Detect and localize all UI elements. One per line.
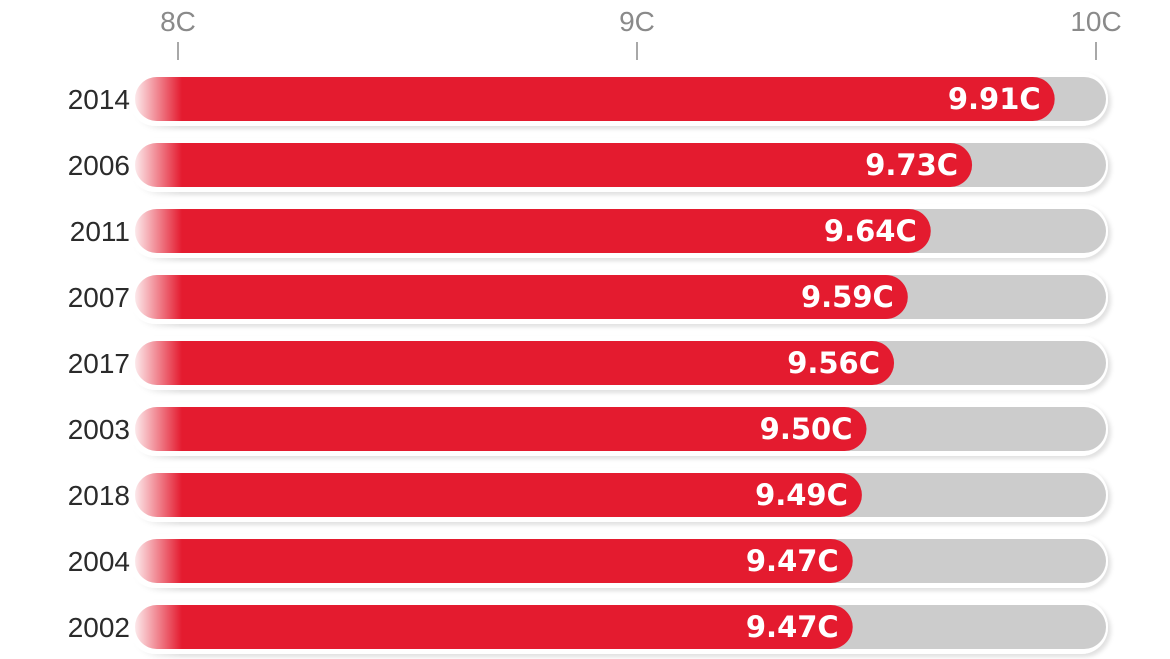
bar-2014 <box>135 77 1055 121</box>
bar-row: 9.47C 2004 <box>68 534 1108 588</box>
value-label: 9.47C <box>746 610 839 644</box>
x-axis: 8C 9C 10C <box>160 6 1122 60</box>
category-label: 2017 <box>68 348 130 379</box>
category-label: 2018 <box>68 480 130 511</box>
value-label: 9.73C <box>865 148 958 182</box>
bar-2002 <box>135 605 853 649</box>
category-label: 2003 <box>68 414 130 445</box>
value-label: 9.64C <box>824 214 917 248</box>
category-label: 2004 <box>68 546 130 577</box>
bar-row: 9.64C 2011 <box>70 204 1108 258</box>
value-label: 9.91C <box>948 82 1041 116</box>
bar-2017 <box>135 341 895 385</box>
value-label: 9.49C <box>755 478 848 512</box>
bar-2006 <box>135 143 973 187</box>
category-label: 2007 <box>68 282 130 313</box>
bar-2011 <box>135 209 931 253</box>
bar-row: 9.59C 2007 <box>68 270 1108 324</box>
bar-row: 9.47C 2002 <box>68 600 1108 654</box>
x-tick-label: 9C <box>619 6 655 37</box>
value-label: 9.59C <box>801 280 894 314</box>
bar-row: 9.73C 2006 <box>68 138 1108 192</box>
bar-2003 <box>135 407 867 451</box>
category-label: 2011 <box>70 216 130 247</box>
bar-row: 9.56C 2017 <box>68 336 1108 390</box>
bar-row: 9.49C 2018 <box>68 468 1108 522</box>
bar-2007 <box>135 275 908 319</box>
value-label: 9.56C <box>787 346 880 380</box>
value-label: 9.47C <box>746 544 839 578</box>
category-label: 2006 <box>68 150 130 181</box>
x-tick-label: 10C <box>1070 6 1121 37</box>
left-fade-overlay <box>130 65 182 659</box>
value-label: 9.50C <box>760 412 853 446</box>
x-tick-label: 8C <box>160 6 196 37</box>
bar-row: 9.91C 2014 <box>68 72 1108 126</box>
bar-row: 9.50C 2003 <box>68 402 1108 456</box>
bar-2018 <box>135 473 862 517</box>
bar-rows: 9.91C 2014 9.73C 2006 9.64C 2011 9.59C 2007 9.56… <box>68 72 1108 654</box>
bar-2004 <box>135 539 853 583</box>
category-label: 2002 <box>68 612 130 643</box>
category-label: 2014 <box>68 84 130 115</box>
